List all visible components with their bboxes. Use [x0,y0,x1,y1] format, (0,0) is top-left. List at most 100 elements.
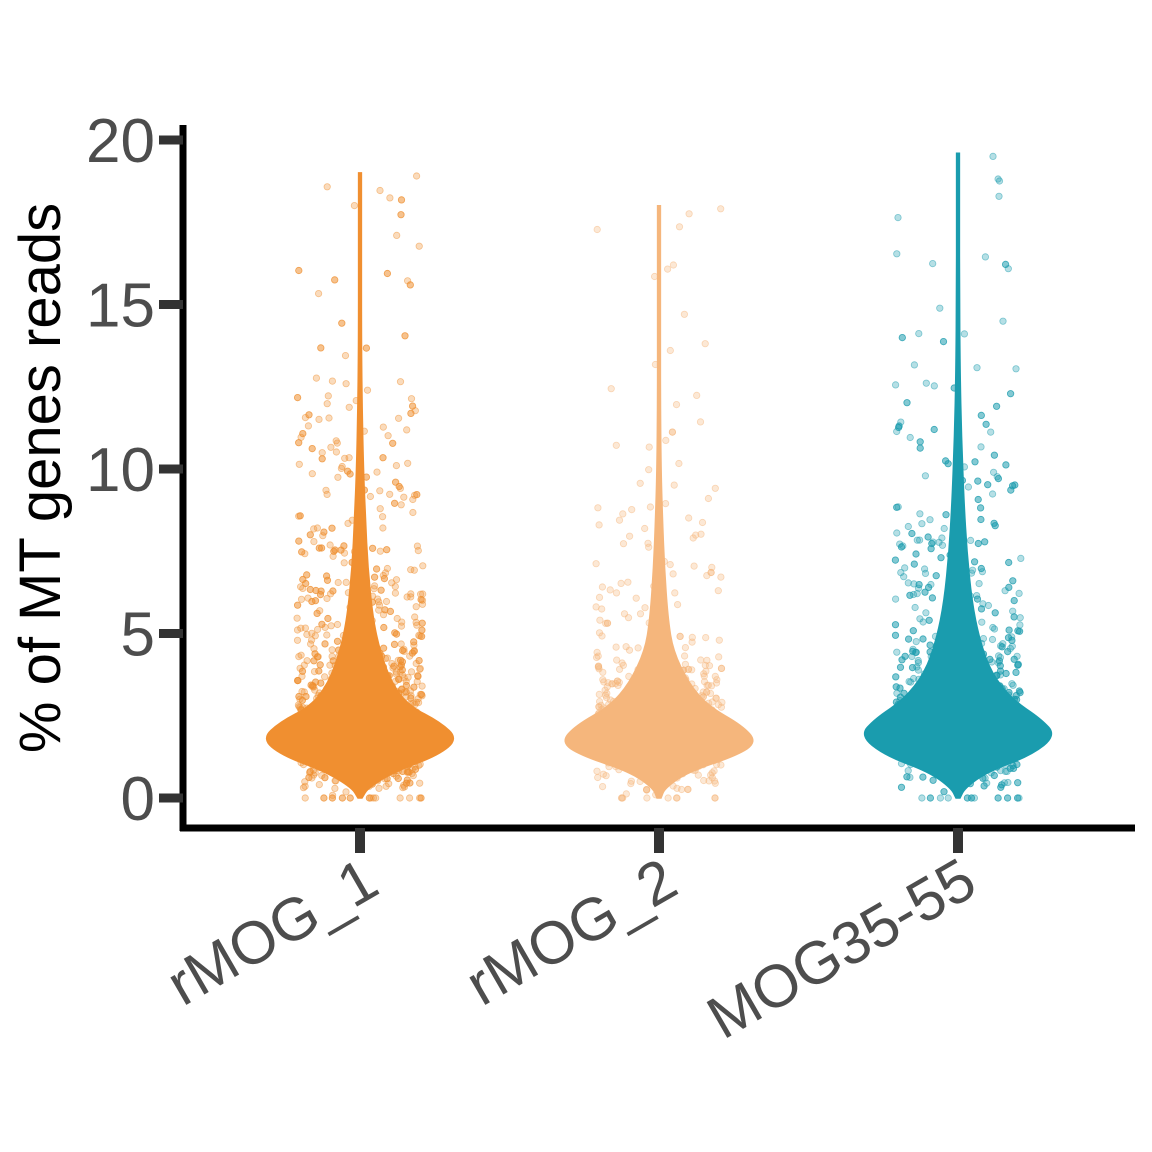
data-point [390,499,399,507]
data-point [296,512,304,520]
data-point [311,597,320,605]
data-point [592,653,601,662]
data-point [982,420,990,428]
data-point [1016,614,1024,622]
data-point [919,635,927,643]
data-point [613,656,621,664]
data-point [984,601,993,610]
data-point [378,513,387,521]
data-point [293,636,302,644]
data-point [938,541,947,549]
data-point [1014,660,1022,669]
data-point [395,482,403,491]
data-point [362,344,370,352]
data-point [666,560,674,569]
data-point [891,631,900,639]
data-point [366,492,374,501]
data-point [406,779,414,787]
data-point [400,493,408,501]
data-point [904,767,912,775]
data-point [328,646,336,654]
data-point [318,455,326,463]
data-point [676,632,684,641]
data-point [940,788,948,796]
data-point [295,460,303,468]
data-point [711,779,719,787]
data-point [714,701,723,709]
data-point [612,589,621,597]
data-point [598,632,606,640]
data-point [327,622,335,630]
data-point [368,544,377,552]
data-point [298,667,307,675]
data-point [900,573,908,581]
data-point [403,277,412,285]
data-point [708,774,716,782]
data-point [634,644,642,652]
data-point [700,678,709,686]
data-point [940,524,948,533]
data-point [1012,365,1020,373]
data-point [906,591,914,599]
data-point [916,510,924,518]
data-point [396,663,404,671]
data-point [341,351,350,360]
data-point [978,618,986,626]
data-point [706,689,715,698]
data-point [708,563,716,572]
data-point [664,794,672,802]
data-point [915,580,923,589]
data-point [697,530,705,538]
data-point [373,468,381,476]
data-point [715,636,723,644]
data-point [941,457,950,465]
data-point [416,664,424,673]
data-point [313,625,322,634]
data-point [328,794,336,802]
data-point [939,337,948,346]
data-point [410,638,418,646]
data-point [1010,655,1018,663]
data-point [990,451,999,459]
data-point [897,783,906,791]
data-point [697,656,705,664]
data-point [303,657,311,665]
data-point [672,400,681,409]
data-point [711,672,719,681]
data-point [1002,461,1010,469]
data-point [329,587,337,595]
data-point [692,531,700,539]
data-point [321,640,329,648]
data-point [299,784,308,792]
data-point [999,317,1007,325]
data-point [376,547,384,555]
data-point [332,448,340,456]
data-point [391,589,399,597]
data-point [662,436,670,444]
data-point [906,433,914,442]
data-point [702,633,710,642]
data-point [401,332,409,340]
data-point [295,652,303,661]
data-point [311,632,319,640]
data-point [306,767,314,776]
data-point [408,649,416,657]
data-point [893,503,901,511]
data-point [320,673,329,681]
data-point [897,543,906,551]
data-point [910,560,918,568]
data-point [342,788,350,796]
data-point [904,522,912,531]
data-point [417,632,426,641]
data-point [407,668,416,676]
data-point [991,609,999,617]
data-point [717,573,725,581]
x-tick-label: rMOG_2 [455,845,688,1018]
data-point [412,172,421,180]
data-point [601,691,610,699]
data-point [1009,607,1017,615]
data-point [701,340,709,348]
data-point [306,585,314,594]
data-point [407,566,415,574]
data-point [365,794,373,802]
